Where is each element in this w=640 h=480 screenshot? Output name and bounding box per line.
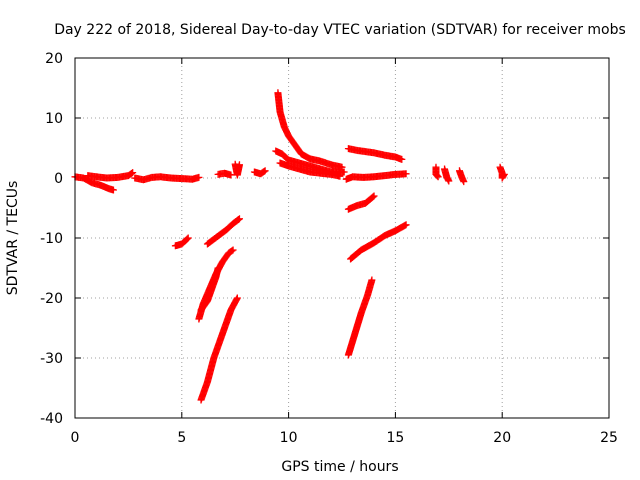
x-tick-label: 0 — [71, 430, 80, 446]
data-point-fill — [260, 168, 268, 176]
data-point-fill — [433, 171, 441, 179]
data-point-fill — [234, 216, 242, 224]
data-point-fill — [127, 170, 135, 178]
y-tick-label: 0 — [54, 171, 63, 187]
data-point-fill — [183, 235, 191, 243]
axis-ticks: 0 5 10 15 20 25 -40 -30 -20 -10 0 10 20 — [40, 51, 618, 446]
data-point-fill — [194, 174, 202, 182]
x-tick-label: 20 — [493, 430, 511, 446]
data-point-fill — [369, 193, 377, 201]
data-point-fill — [259, 168, 267, 176]
chart-title: Day 222 of 2018, Sidereal Day-to-day VTE… — [54, 22, 626, 38]
data-point-fill — [397, 155, 405, 163]
data-points — [71, 89, 508, 404]
y-tick-label: 10 — [45, 111, 63, 127]
data-point-fill — [128, 169, 136, 177]
data-point-fill — [226, 171, 234, 179]
x-tick-label: 10 — [280, 430, 298, 446]
data-point-fill — [499, 173, 507, 181]
y-tick-label: -10 — [40, 231, 63, 247]
data-point-fill — [214, 265, 222, 273]
data-point — [434, 173, 442, 181]
data-point-fill — [339, 168, 347, 176]
data-point-fill — [235, 162, 243, 170]
x-axis-label: GPS time / hours — [281, 459, 398, 475]
data-point-fill — [235, 215, 243, 223]
data-point-fill — [182, 236, 190, 244]
y-axis-label: SDTVAR / TECUs — [5, 181, 21, 296]
y-tick-label: -20 — [40, 291, 63, 307]
y-tick-label: -40 — [40, 411, 63, 427]
data-point-fill — [444, 176, 452, 184]
data-point-fill — [368, 277, 376, 285]
data-point-fill — [228, 247, 236, 255]
plot-frame — [74, 57, 610, 419]
data-point-fill — [459, 176, 467, 184]
data-point-fill — [500, 172, 508, 180]
x-tick-label: 25 — [600, 430, 618, 446]
y-tick-label: 20 — [45, 51, 63, 67]
data-point-fill — [401, 221, 409, 229]
data-point-fill — [227, 248, 235, 255]
x-tick-label: 15 — [386, 430, 404, 446]
data-point-fill — [401, 170, 409, 178]
grid — [75, 58, 609, 418]
y-tick-label: -30 — [40, 351, 63, 367]
data-point-fill — [433, 172, 441, 180]
data-point-fill — [233, 295, 241, 303]
x-tick-label: 5 — [177, 430, 186, 446]
data-point-fill — [368, 194, 376, 202]
data-point-fill — [108, 186, 116, 194]
data-point-fill — [335, 172, 343, 180]
